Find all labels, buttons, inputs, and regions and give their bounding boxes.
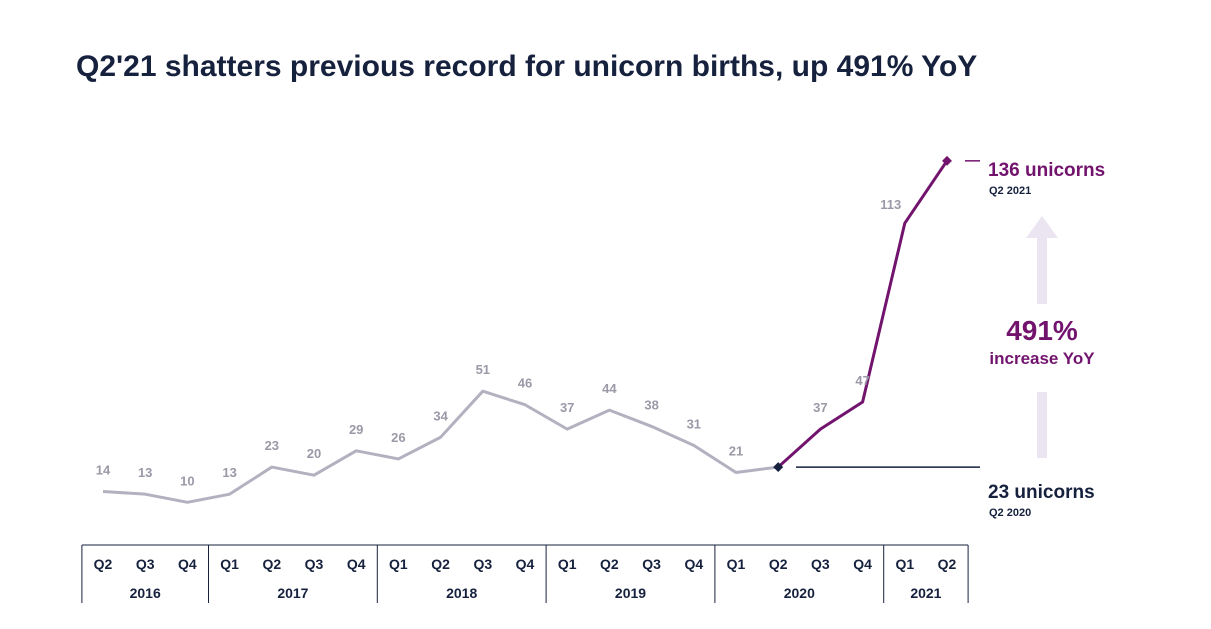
start-point-marker [773,462,784,473]
start-annotation-value: 23 unicorns [988,482,1095,503]
end-annotation-value: 136 unicorns [988,160,1105,181]
data-label: 113 [880,197,901,212]
end-point-marker [942,155,952,166]
increase-caption: increase YoY [989,349,1095,368]
data-label: 10 [180,473,194,488]
year-label: 2021 [910,585,941,601]
quarter-tick-label: Q2 [431,556,450,572]
quarter-tick-label: Q4 [684,556,703,572]
data-label: 37 [813,400,827,415]
chart-title: Q2'21 shatters previous record for unico… [76,50,978,83]
year-label: 2019 [615,585,646,601]
x-axis-table: 2016 2017 2018 2019 2020 2021 Q2 Q3 Q4 Q1 Q2 Q3 Q4 Q1… [81,544,969,603]
data-label: 14 [96,462,111,477]
data-label: 23 [265,438,279,453]
year-label: 2017 [277,585,308,601]
annotations: 136 unicorns Q2 2021 23 unicorns Q2 2020 491… [796,160,1105,519]
start-annotation-sub: Q2 2020 [989,507,1031,519]
data-label: 44 [602,381,617,396]
quarter-tick-label: Q1 [389,556,408,572]
quarter-tick-label: Q2 [262,556,281,572]
increase-value: 491% [1006,315,1078,346]
quarter-tick-label: Q2 [769,556,788,572]
data-label: 37 [560,400,574,415]
quarter-tick-label: Q1 [727,556,746,572]
increase-arrow [1026,216,1058,458]
arrow-head [1026,216,1058,238]
quarter-tick-label: Q1 [558,556,577,572]
quarter-tick-label: Q1 [220,556,239,572]
data-label: 29 [349,422,363,437]
quarter-tick-label: Q2 [938,556,957,572]
data-label: 34 [433,408,448,423]
year-label: 2018 [446,585,477,601]
year-label: 2016 [130,585,161,601]
quarter-tick-label: Q3 [642,556,661,572]
quarter-tick-label: Q3 [136,556,155,572]
history-series-line [102,389,779,504]
year-label: 2020 [784,585,815,601]
series-lines [102,155,952,504]
value-labels: 14 13 10 13 23 20 29 26 34 51 46 37 44 38 31 21 37 47 113 [96,197,902,488]
data-label: 20 [307,446,321,461]
quarter-tick-label: Q2 [94,556,113,572]
data-label: 21 [729,443,743,458]
data-label: 46 [518,376,532,391]
quarter-tick-label: Q4 [178,556,197,572]
data-label: 13 [138,465,152,480]
data-label: 13 [222,465,236,480]
quarter-tick-label: Q4 [853,556,872,572]
data-label: 51 [476,362,490,377]
data-label: 47 [855,373,869,388]
quarter-tick-label: Q3 [305,556,324,572]
quarter-tick-label: Q3 [811,556,830,572]
highlight-series-line [777,159,949,469]
quarter-tick-label: Q2 [600,556,619,572]
quarter-tick-label: Q4 [516,556,535,572]
data-label: 31 [687,416,701,431]
data-label: 38 [644,397,658,412]
quarter-tick-label: Q3 [473,556,492,572]
quarter-tick-label: Q1 [895,556,914,572]
quarter-tick-label: Q4 [347,556,366,572]
end-annotation-sub: Q2 2021 [989,185,1031,197]
data-label: 26 [391,430,405,445]
